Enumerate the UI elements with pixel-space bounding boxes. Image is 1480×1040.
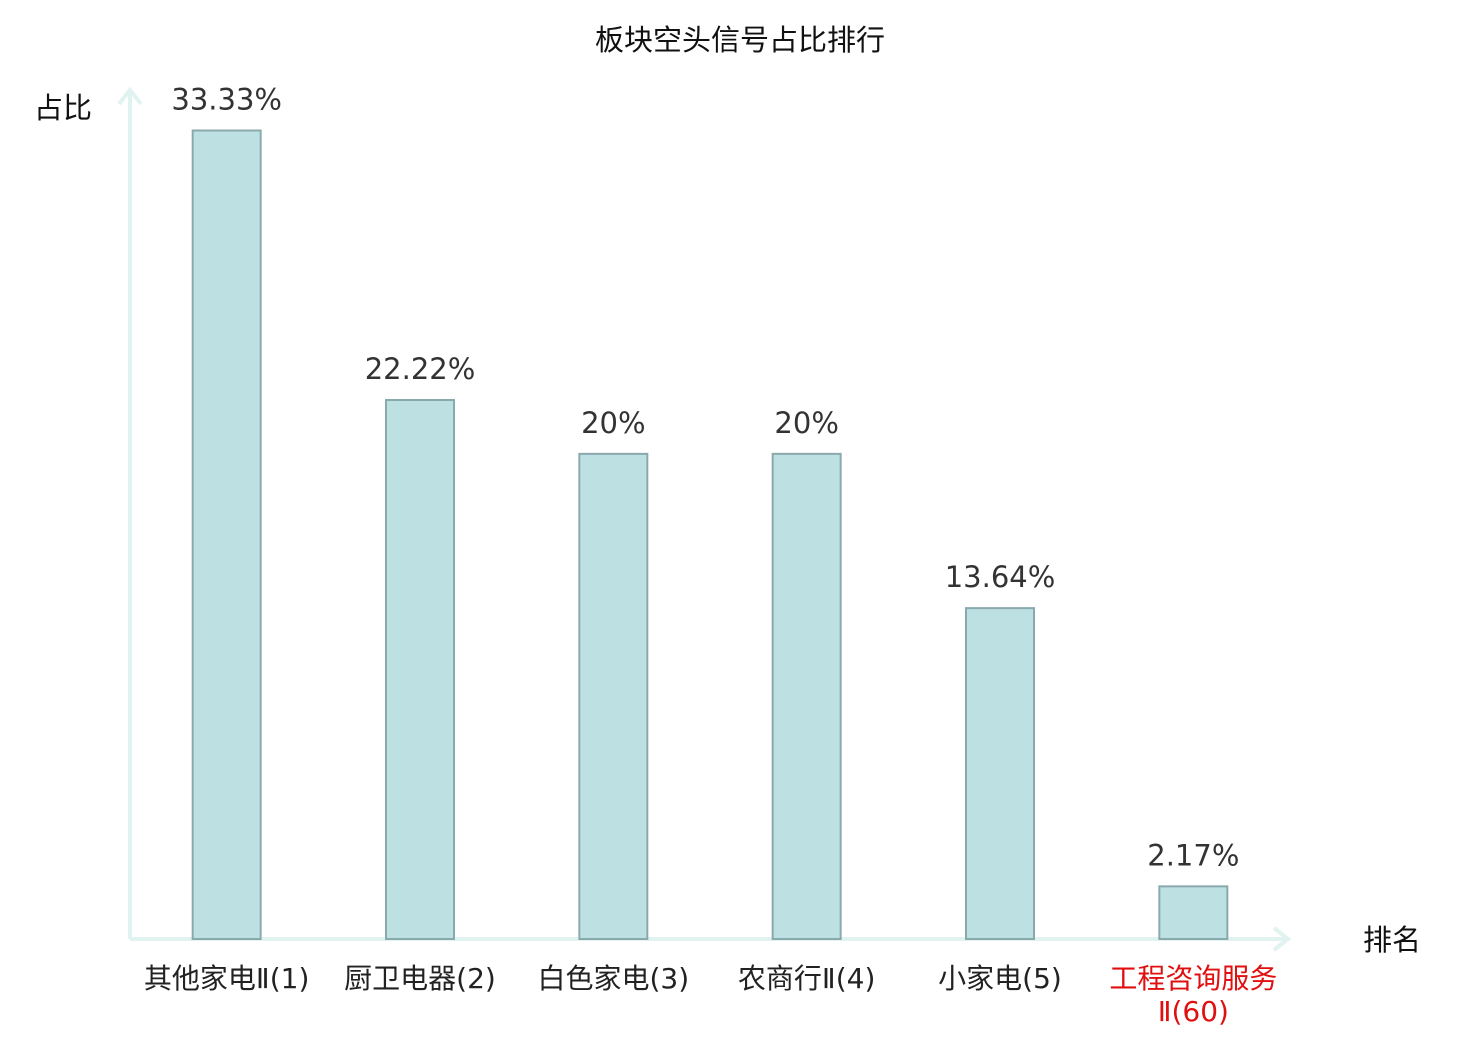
x-axis-arrow: [1272, 926, 1292, 952]
bar: [1158, 885, 1229, 940]
value-label: 2.17%: [1147, 838, 1239, 872]
value-label: 20%: [774, 406, 838, 440]
x-axis-label: 排名: [1363, 923, 1421, 957]
bar: [965, 607, 1035, 940]
value-label: 13.64%: [945, 560, 1056, 594]
value-label: 22.22%: [365, 352, 476, 386]
value-label: 33.33%: [171, 83, 282, 117]
x-tick-label: 白色家电(3): [537, 962, 690, 995]
x-tick-label: 其他家电Ⅱ(1): [143, 962, 310, 995]
bar: [191, 129, 262, 941]
x-tick-label: 工程咨询服务Ⅱ(60): [1109, 962, 1278, 1028]
value-label: 20%: [581, 406, 645, 440]
bar: [771, 452, 842, 940]
chart-title: 板块空头信号占比排行: [595, 23, 885, 57]
bar: [385, 399, 455, 940]
y-axis-label: 占比: [34, 91, 92, 125]
axes: [117, 86, 1292, 952]
bar: [578, 452, 649, 940]
x-tick-label: 厨卫电器(2): [344, 962, 496, 995]
x-tick-label: 小家电(5): [938, 962, 1062, 995]
x-tick-label: 农商行Ⅱ(4): [737, 962, 876, 995]
y-axis-arrow: [117, 86, 143, 106]
